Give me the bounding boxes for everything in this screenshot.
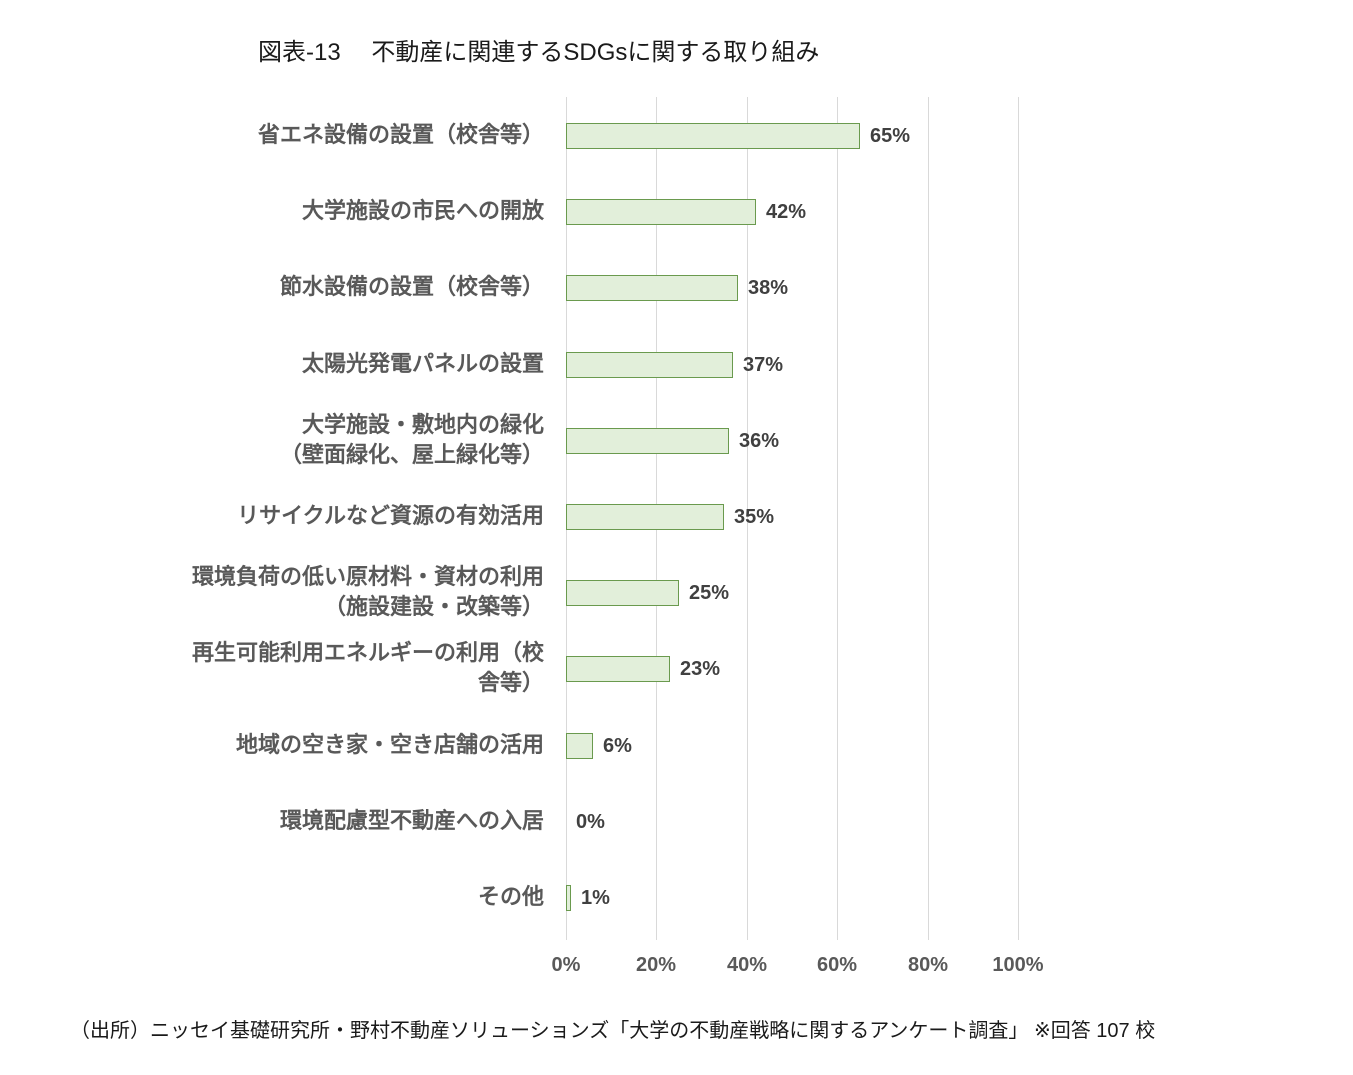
x-tick-label: 0% [551, 954, 581, 976]
value-label: 6% [603, 735, 632, 757]
source-note: （出所）ニッセイ基礎研究所・野村不動産ソリューションズ「大学の不動産戦略に関する… [70, 1020, 1156, 1042]
gridline [1018, 97, 1019, 940]
bar [566, 580, 679, 606]
category-label: 地域の空き家・空き店舗の活用 [235, 732, 544, 757]
category-label: 再生可能利用エネルギーの利用（校 舎等） [191, 640, 544, 695]
gridline [837, 97, 838, 940]
category-label: 大学施設の市民への開放 [301, 198, 544, 223]
value-label: 35% [734, 506, 775, 528]
value-label: 38% [748, 277, 789, 299]
value-label: 1% [581, 887, 610, 909]
category-label: 節水設備の設置（校舎等） [279, 274, 544, 299]
bar [566, 352, 733, 378]
category-label: リサイクルなど資源の有効活用 [237, 503, 544, 528]
bar [566, 885, 571, 911]
bar-chart: 0% 20% 40% 60% 80% 100% 省エネ設備の設置（校舎等） 65% 大学施設の市… [191, 97, 1044, 976]
value-label: 65% [870, 125, 911, 147]
category-label: 環境配慮型不動産への入居 [279, 808, 544, 833]
bar [566, 275, 738, 301]
value-label: 0% [576, 811, 605, 833]
bar [566, 656, 670, 682]
bar [566, 504, 724, 530]
x-tick-label: 100% [992, 954, 1044, 976]
category-label: 環境負荷の低い原材料・資材の利用 （施設建設・改築等） [191, 564, 544, 619]
category-label: その他 [477, 884, 544, 909]
x-tick-label: 60% [816, 954, 858, 976]
x-tick-label: 40% [726, 954, 768, 976]
value-label: 42% [766, 201, 807, 223]
value-label: 37% [743, 354, 784, 376]
bar [566, 199, 756, 225]
value-label: 25% [689, 582, 730, 604]
bar [566, 428, 729, 454]
bar [566, 733, 593, 759]
value-label: 36% [739, 430, 780, 452]
category-label: 太陽光発電パネルの設置 [301, 351, 544, 376]
x-tick-label: 80% [907, 954, 949, 976]
value-label: 23% [680, 658, 721, 680]
chart-title: 図表-13 不動産に関連するSDGsに関する取り組み [258, 39, 820, 66]
category-label: 省エネ設備の設置（校舎等） [257, 122, 544, 147]
gridline [928, 97, 929, 940]
category-label: 大学施設・敷地内の緑化 （壁面緑化、屋上緑化等） [279, 412, 544, 467]
x-tick-label: 20% [635, 954, 677, 976]
bar [566, 123, 860, 149]
gridline [747, 97, 748, 940]
